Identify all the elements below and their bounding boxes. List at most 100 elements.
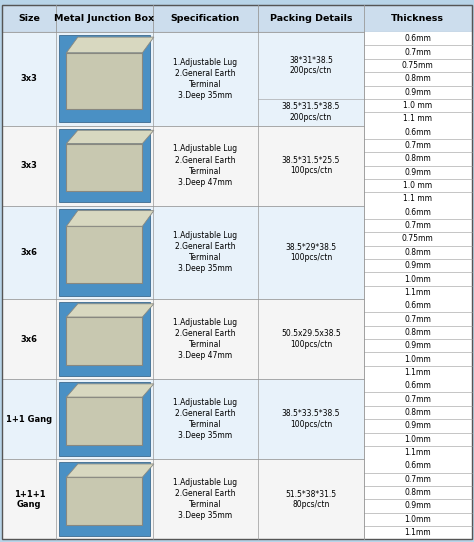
Bar	[364, 299, 472, 312]
Text: 1.1 mm: 1.1 mm	[403, 114, 432, 124]
Bar	[2, 379, 472, 459]
Bar	[364, 433, 472, 446]
Text: 0.7mm: 0.7mm	[404, 314, 431, 324]
Bar	[364, 366, 472, 379]
Bar	[364, 446, 472, 459]
Text: 0.6mm: 0.6mm	[404, 382, 431, 390]
Polygon shape	[66, 304, 154, 317]
Bar	[364, 339, 472, 352]
Text: 1+1 Gang: 1+1 Gang	[6, 415, 53, 424]
Text: 38.5*31.5*38.5
200pcs/ctn: 38.5*31.5*38.5 200pcs/ctn	[282, 102, 340, 122]
Text: 0.9mm: 0.9mm	[404, 421, 431, 430]
Bar	[66, 53, 143, 109]
Bar	[59, 35, 150, 122]
Text: Metal Junction Box: Metal Junction Box	[55, 14, 155, 23]
Text: 1+1+1
Gang: 1+1+1 Gang	[14, 489, 45, 509]
Text: 0.9mm: 0.9mm	[404, 88, 431, 96]
Text: 1.0mm: 1.0mm	[404, 435, 431, 444]
Bar	[364, 233, 472, 246]
Text: 0.6mm: 0.6mm	[404, 208, 431, 217]
Polygon shape	[66, 464, 154, 477]
Text: 3x6: 3x6	[21, 248, 38, 257]
Text: 0.7mm: 0.7mm	[404, 395, 431, 404]
Text: 50.5x29.5x38.5
100pcs/ctn: 50.5x29.5x38.5 100pcs/ctn	[281, 330, 341, 349]
Bar	[2, 32, 472, 126]
Text: 1.0mm: 1.0mm	[404, 515, 431, 524]
Bar	[364, 99, 472, 112]
Text: 1.Adjustable Lug
2.General Earth
Terminal
3.Deep 35mm: 1.Adjustable Lug 2.General Earth Termina…	[173, 478, 237, 520]
Text: 0.75mm: 0.75mm	[402, 235, 434, 243]
Bar	[364, 192, 472, 205]
Text: 3x3: 3x3	[21, 161, 38, 170]
Bar	[2, 299, 472, 379]
Bar	[364, 179, 472, 192]
Text: 3x6: 3x6	[21, 334, 38, 344]
Text: 38.5*31.5*25.5
100pcs/ctn: 38.5*31.5*25.5 100pcs/ctn	[282, 156, 340, 175]
Text: Thickness: Thickness	[391, 14, 444, 23]
Bar	[364, 59, 472, 72]
Text: 0.8mm: 0.8mm	[404, 408, 431, 417]
Text: 0.75mm: 0.75mm	[402, 61, 434, 70]
Text: 0.9mm: 0.9mm	[404, 341, 431, 350]
Bar	[2, 5, 472, 32]
Bar	[364, 486, 472, 499]
Polygon shape	[66, 211, 154, 226]
Text: 0.7mm: 0.7mm	[404, 48, 431, 56]
Bar	[364, 326, 472, 339]
Bar	[364, 406, 472, 419]
Text: 51.5*38*31.5
80pcs/ctn: 51.5*38*31.5 80pcs/ctn	[285, 489, 337, 509]
Bar	[364, 246, 472, 259]
Text: 0.7mm: 0.7mm	[404, 141, 431, 150]
Text: 0.8mm: 0.8mm	[404, 74, 431, 83]
Text: 1.1 mm: 1.1 mm	[403, 195, 432, 203]
Bar	[364, 72, 472, 86]
Text: 1.0mm: 1.0mm	[404, 354, 431, 364]
Bar	[364, 205, 472, 219]
Bar	[2, 126, 472, 205]
Polygon shape	[66, 130, 154, 144]
Text: 0.7mm: 0.7mm	[404, 475, 431, 483]
Text: Size: Size	[18, 14, 40, 23]
Bar	[364, 286, 472, 299]
Bar	[364, 259, 472, 273]
Text: 0.9mm: 0.9mm	[404, 261, 431, 270]
Text: 0.7mm: 0.7mm	[404, 221, 431, 230]
Bar	[364, 86, 472, 99]
Bar	[364, 312, 472, 326]
Bar	[66, 397, 143, 445]
Bar	[364, 499, 472, 513]
Text: 1.0 mm: 1.0 mm	[403, 101, 432, 110]
Text: 1.Adjustable Lug
2.General Earth
Terminal
3.Deep 35mm: 1.Adjustable Lug 2.General Earth Termina…	[173, 57, 237, 100]
Bar	[364, 32, 472, 46]
Text: 0.6mm: 0.6mm	[404, 301, 431, 310]
Bar	[66, 144, 143, 191]
Text: 1.0 mm: 1.0 mm	[403, 181, 432, 190]
Bar	[364, 166, 472, 179]
Text: 1.Adjustable Lug
2.General Earth
Terminal
3.Deep 35mm: 1.Adjustable Lug 2.General Earth Termina…	[173, 231, 237, 274]
Bar	[59, 383, 150, 456]
Bar	[59, 462, 150, 536]
Text: 3x3: 3x3	[21, 74, 38, 83]
Text: 0.6mm: 0.6mm	[404, 461, 431, 470]
Text: 0.8mm: 0.8mm	[404, 328, 431, 337]
Bar	[364, 126, 472, 139]
Text: 0.8mm: 0.8mm	[404, 248, 431, 257]
Bar	[59, 129, 150, 202]
Text: 1.1mm: 1.1mm	[404, 288, 431, 297]
Text: 0.6mm: 0.6mm	[404, 128, 431, 137]
Text: 38.5*33.5*38.5
100pcs/ctn: 38.5*33.5*38.5 100pcs/ctn	[282, 409, 340, 429]
Bar	[59, 302, 150, 376]
Bar	[364, 526, 472, 539]
Bar	[364, 352, 472, 366]
Bar	[66, 317, 143, 365]
Text: 1.Adjustable Lug
2.General Earth
Terminal
3.Deep 35mm: 1.Adjustable Lug 2.General Earth Termina…	[173, 398, 237, 440]
Bar	[364, 46, 472, 59]
Text: 0.9mm: 0.9mm	[404, 501, 431, 511]
Polygon shape	[66, 384, 154, 397]
Text: 0.9mm: 0.9mm	[404, 168, 431, 177]
Bar	[59, 209, 150, 296]
Bar	[66, 226, 143, 283]
Bar	[364, 459, 472, 473]
Bar	[364, 152, 472, 166]
Bar	[364, 513, 472, 526]
